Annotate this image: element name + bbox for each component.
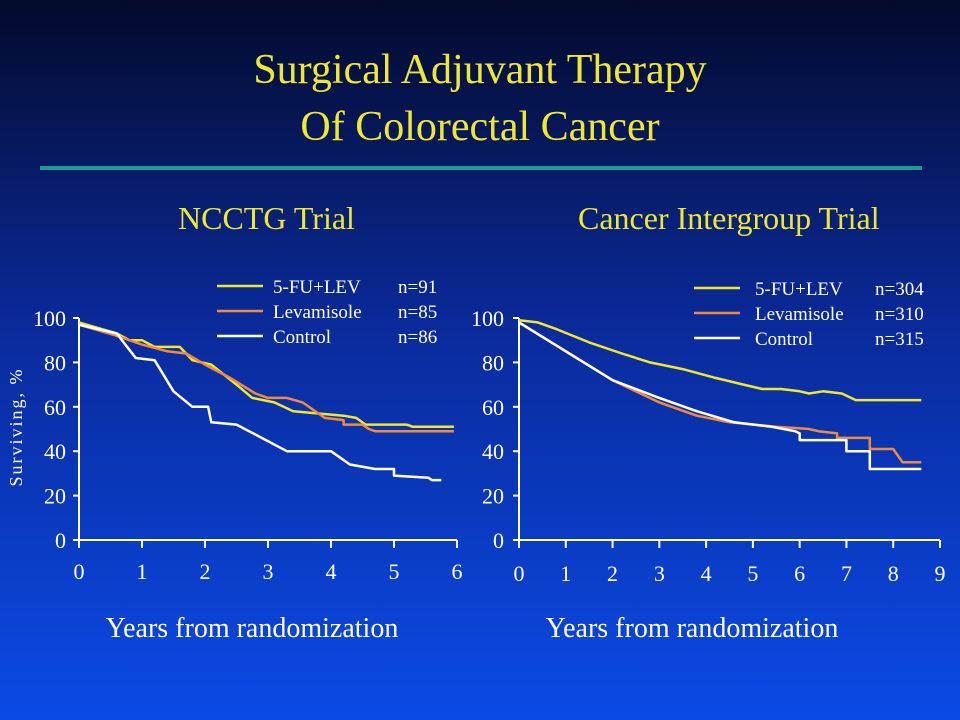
intergroup-y-tick-label: 60 [482, 395, 504, 420]
intergroup-x-tick-label: 2 [607, 561, 618, 586]
ncctg-y-tick-label: 80 [44, 350, 66, 375]
intergroup-legend-n-5-fu-lev: n=304 [875, 279, 924, 300]
ncctg-y-tick-label: 0 [55, 528, 66, 553]
ncctg-x-tick-label: 6 [452, 559, 463, 584]
chart-title-nccctg: NCCTG Trial [178, 200, 355, 236]
intergroup-x-tick-label: 3 [654, 561, 665, 586]
ncctg-legend-n-control: n=86 [398, 327, 437, 348]
ncctg-x-tick-label: 5 [389, 559, 400, 584]
intergroup-x-tick-label: 6 [794, 561, 805, 586]
title-divider [40, 166, 922, 170]
intergroup-x-tick-label: 0 [514, 561, 525, 586]
intergroup-x-tick-label: 8 [888, 561, 899, 586]
ncctg-x-tick-label: 1 [137, 559, 148, 584]
ncctg-y-tick-label: 40 [44, 439, 66, 464]
ncctg-x-tick-label: 0 [74, 559, 85, 584]
intergroup-x-tick-label: 4 [701, 561, 712, 586]
slide-title-line1: Surgical Adjuvant Therapy [253, 47, 707, 93]
ncctg-series-line-levamisole [78, 323, 454, 433]
intergroup-y-tick-label: 0 [493, 528, 504, 553]
ncctg-y-tick-label: 60 [44, 395, 66, 420]
intergroup-series-line-control [518, 321, 922, 471]
intergroup-series-line-levamisole [518, 321, 922, 464]
ncctg-x-tick-label: 3 [263, 559, 274, 584]
slide-title-line2: Of Colorectal Cancer [300, 104, 660, 150]
ncctg-x-tick-label: 4 [326, 559, 337, 584]
ncctg-legend-label-5-fu-lev: 5-FU+LEV [273, 277, 361, 298]
intergroup-y-tick-label: 20 [482, 484, 504, 509]
intergroup-x-tick-label: 7 [841, 561, 852, 586]
intergroup-x-axis-label: Years from randomization [546, 613, 839, 644]
intergroup-y-tick-label: 100 [471, 306, 504, 331]
intergroup-legend-label-levamisole: Levamisole [755, 304, 844, 325]
ncctg-legend-label-levamisole: Levamisole [273, 302, 362, 323]
intergroup-x-tick-label: 9 [935, 561, 946, 586]
intergroup-x-tick-label: 1 [560, 561, 571, 586]
ncctg-y-tick-label: 100 [33, 306, 66, 331]
ncctg-x-tick-label: 2 [200, 559, 211, 584]
ncctg-legend-n-levamisole: n=85 [398, 302, 437, 323]
intergroup-legend-label-5-fu-lev: 5-FU+LEV [755, 279, 843, 300]
ncctg-y-axis-label: Surviving, % [6, 367, 26, 486]
ncctg-x-axis-label: Years from randomization [106, 613, 399, 644]
ncctg-series-line-control [78, 323, 442, 482]
ncctg-series-line-5-fu-lev [78, 321, 454, 429]
ncctg-legend-label-control: Control [273, 327, 331, 348]
chart-title-intergroup: Cancer Intergroup Trial [578, 200, 880, 236]
intergroup-y-tick-label: 40 [482, 439, 504, 464]
intergroup-legend-n-control: n=315 [875, 329, 924, 350]
ncctg-y-tick-label: 20 [44, 484, 66, 509]
intergroup-x-tick-label: 5 [747, 561, 758, 586]
intergroup-legend-label-control: Control [755, 329, 813, 350]
intergroup-series-line-5-fu-lev [518, 318, 922, 402]
intergroup-y-tick-label: 80 [482, 350, 504, 375]
ncctg-legend-n-5-fu-lev: n=91 [398, 277, 437, 298]
intergroup-legend-n-levamisole: n=310 [875, 304, 924, 325]
